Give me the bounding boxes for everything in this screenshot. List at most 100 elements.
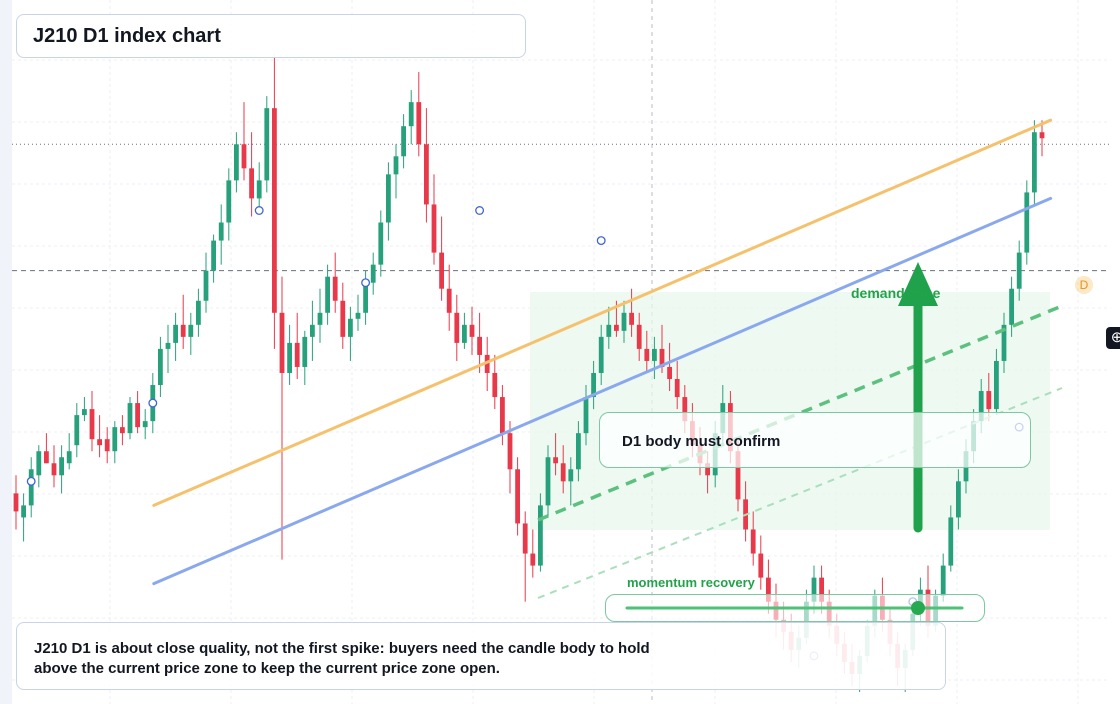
candle-body (325, 277, 330, 313)
candle-body (462, 325, 467, 343)
candle (470, 307, 475, 355)
candle (219, 204, 224, 264)
candle (82, 397, 87, 421)
candle (234, 132, 239, 192)
candle-body (90, 409, 95, 439)
candle-body (67, 451, 72, 463)
candle-body (492, 373, 497, 397)
candle-body (371, 265, 376, 283)
candle-body (340, 301, 345, 337)
candle (424, 108, 429, 222)
candle-body (14, 493, 19, 511)
candle-body (1032, 132, 1037, 192)
candle-body (470, 325, 475, 337)
candle (52, 445, 57, 487)
candle-body (401, 126, 406, 156)
candle-body (264, 108, 269, 180)
candle-body (1009, 289, 1014, 325)
candle (272, 54, 277, 349)
candle-body (257, 180, 262, 198)
candle-body (515, 469, 520, 523)
candle (523, 511, 528, 601)
candle-body (546, 457, 551, 505)
confirm-callout[interactable]: D1 body must confirm (599, 412, 1031, 468)
candle (44, 433, 49, 463)
candle (280, 277, 285, 560)
candle (333, 253, 338, 313)
candle (416, 72, 421, 156)
candle (1017, 241, 1022, 301)
candle-body (310, 325, 315, 337)
candle (325, 265, 330, 325)
event-marker (597, 237, 605, 245)
candle-body (439, 253, 444, 289)
candle-body (173, 325, 178, 343)
candle-body (538, 505, 543, 565)
candle-body (287, 343, 292, 373)
candle (295, 313, 300, 379)
candle (310, 301, 315, 361)
candle (356, 295, 361, 331)
d-marker-label[interactable]: D (1075, 276, 1093, 294)
candle-body (675, 379, 680, 397)
candle-body (1017, 253, 1022, 289)
candle-body (249, 168, 254, 198)
momentum-slider[interactable] (606, 595, 986, 623)
candle-body (36, 451, 41, 475)
candle (1032, 120, 1037, 204)
candle-body (409, 102, 414, 126)
candle-body (82, 409, 87, 415)
demand-zone-label: demand zone (851, 285, 940, 301)
candle-body (196, 301, 201, 325)
candle-body (272, 108, 277, 313)
candle (287, 325, 292, 385)
candle (257, 162, 262, 210)
candle-body (637, 325, 642, 349)
candle (758, 535, 763, 589)
candle (143, 409, 148, 439)
candle (59, 445, 64, 493)
candle (340, 283, 345, 349)
candle-body (447, 289, 452, 313)
candle-body (363, 283, 368, 313)
candle-body (59, 457, 64, 475)
candle-body (135, 403, 140, 427)
candle (90, 391, 95, 451)
candle-body (758, 554, 763, 578)
candle-body (508, 433, 513, 469)
candle-body (378, 223, 383, 265)
candle (439, 216, 444, 300)
crosshair-icon[interactable]: ⊕ (1106, 327, 1120, 349)
price-levels (12, 144, 1110, 270)
candle (371, 253, 376, 295)
candle (188, 313, 193, 355)
candle-body (97, 439, 102, 445)
event-marker (149, 399, 157, 407)
candle (1024, 180, 1029, 264)
candle-body (644, 349, 649, 361)
candle (302, 331, 307, 385)
candle-body (29, 469, 34, 505)
candle-body (158, 349, 163, 385)
candle (120, 415, 125, 445)
candle-body (530, 554, 535, 566)
candle (492, 355, 497, 409)
candle-body (348, 319, 353, 337)
candle (14, 475, 19, 529)
candle-body (432, 204, 437, 252)
candle-body (424, 144, 429, 204)
candle-body (576, 433, 581, 469)
candle-body (204, 271, 209, 301)
candle (409, 90, 414, 144)
momentum-slider-panel[interactable] (605, 594, 985, 622)
event-marker (27, 478, 35, 486)
candle-body (386, 174, 391, 222)
momentum-handle[interactable] (911, 601, 925, 615)
candle-body (52, 463, 57, 475)
candle (401, 114, 406, 168)
candle-body (986, 391, 991, 409)
candle-body (295, 343, 300, 367)
candle (249, 132, 254, 216)
candle (36, 445, 41, 487)
candle (97, 415, 102, 457)
